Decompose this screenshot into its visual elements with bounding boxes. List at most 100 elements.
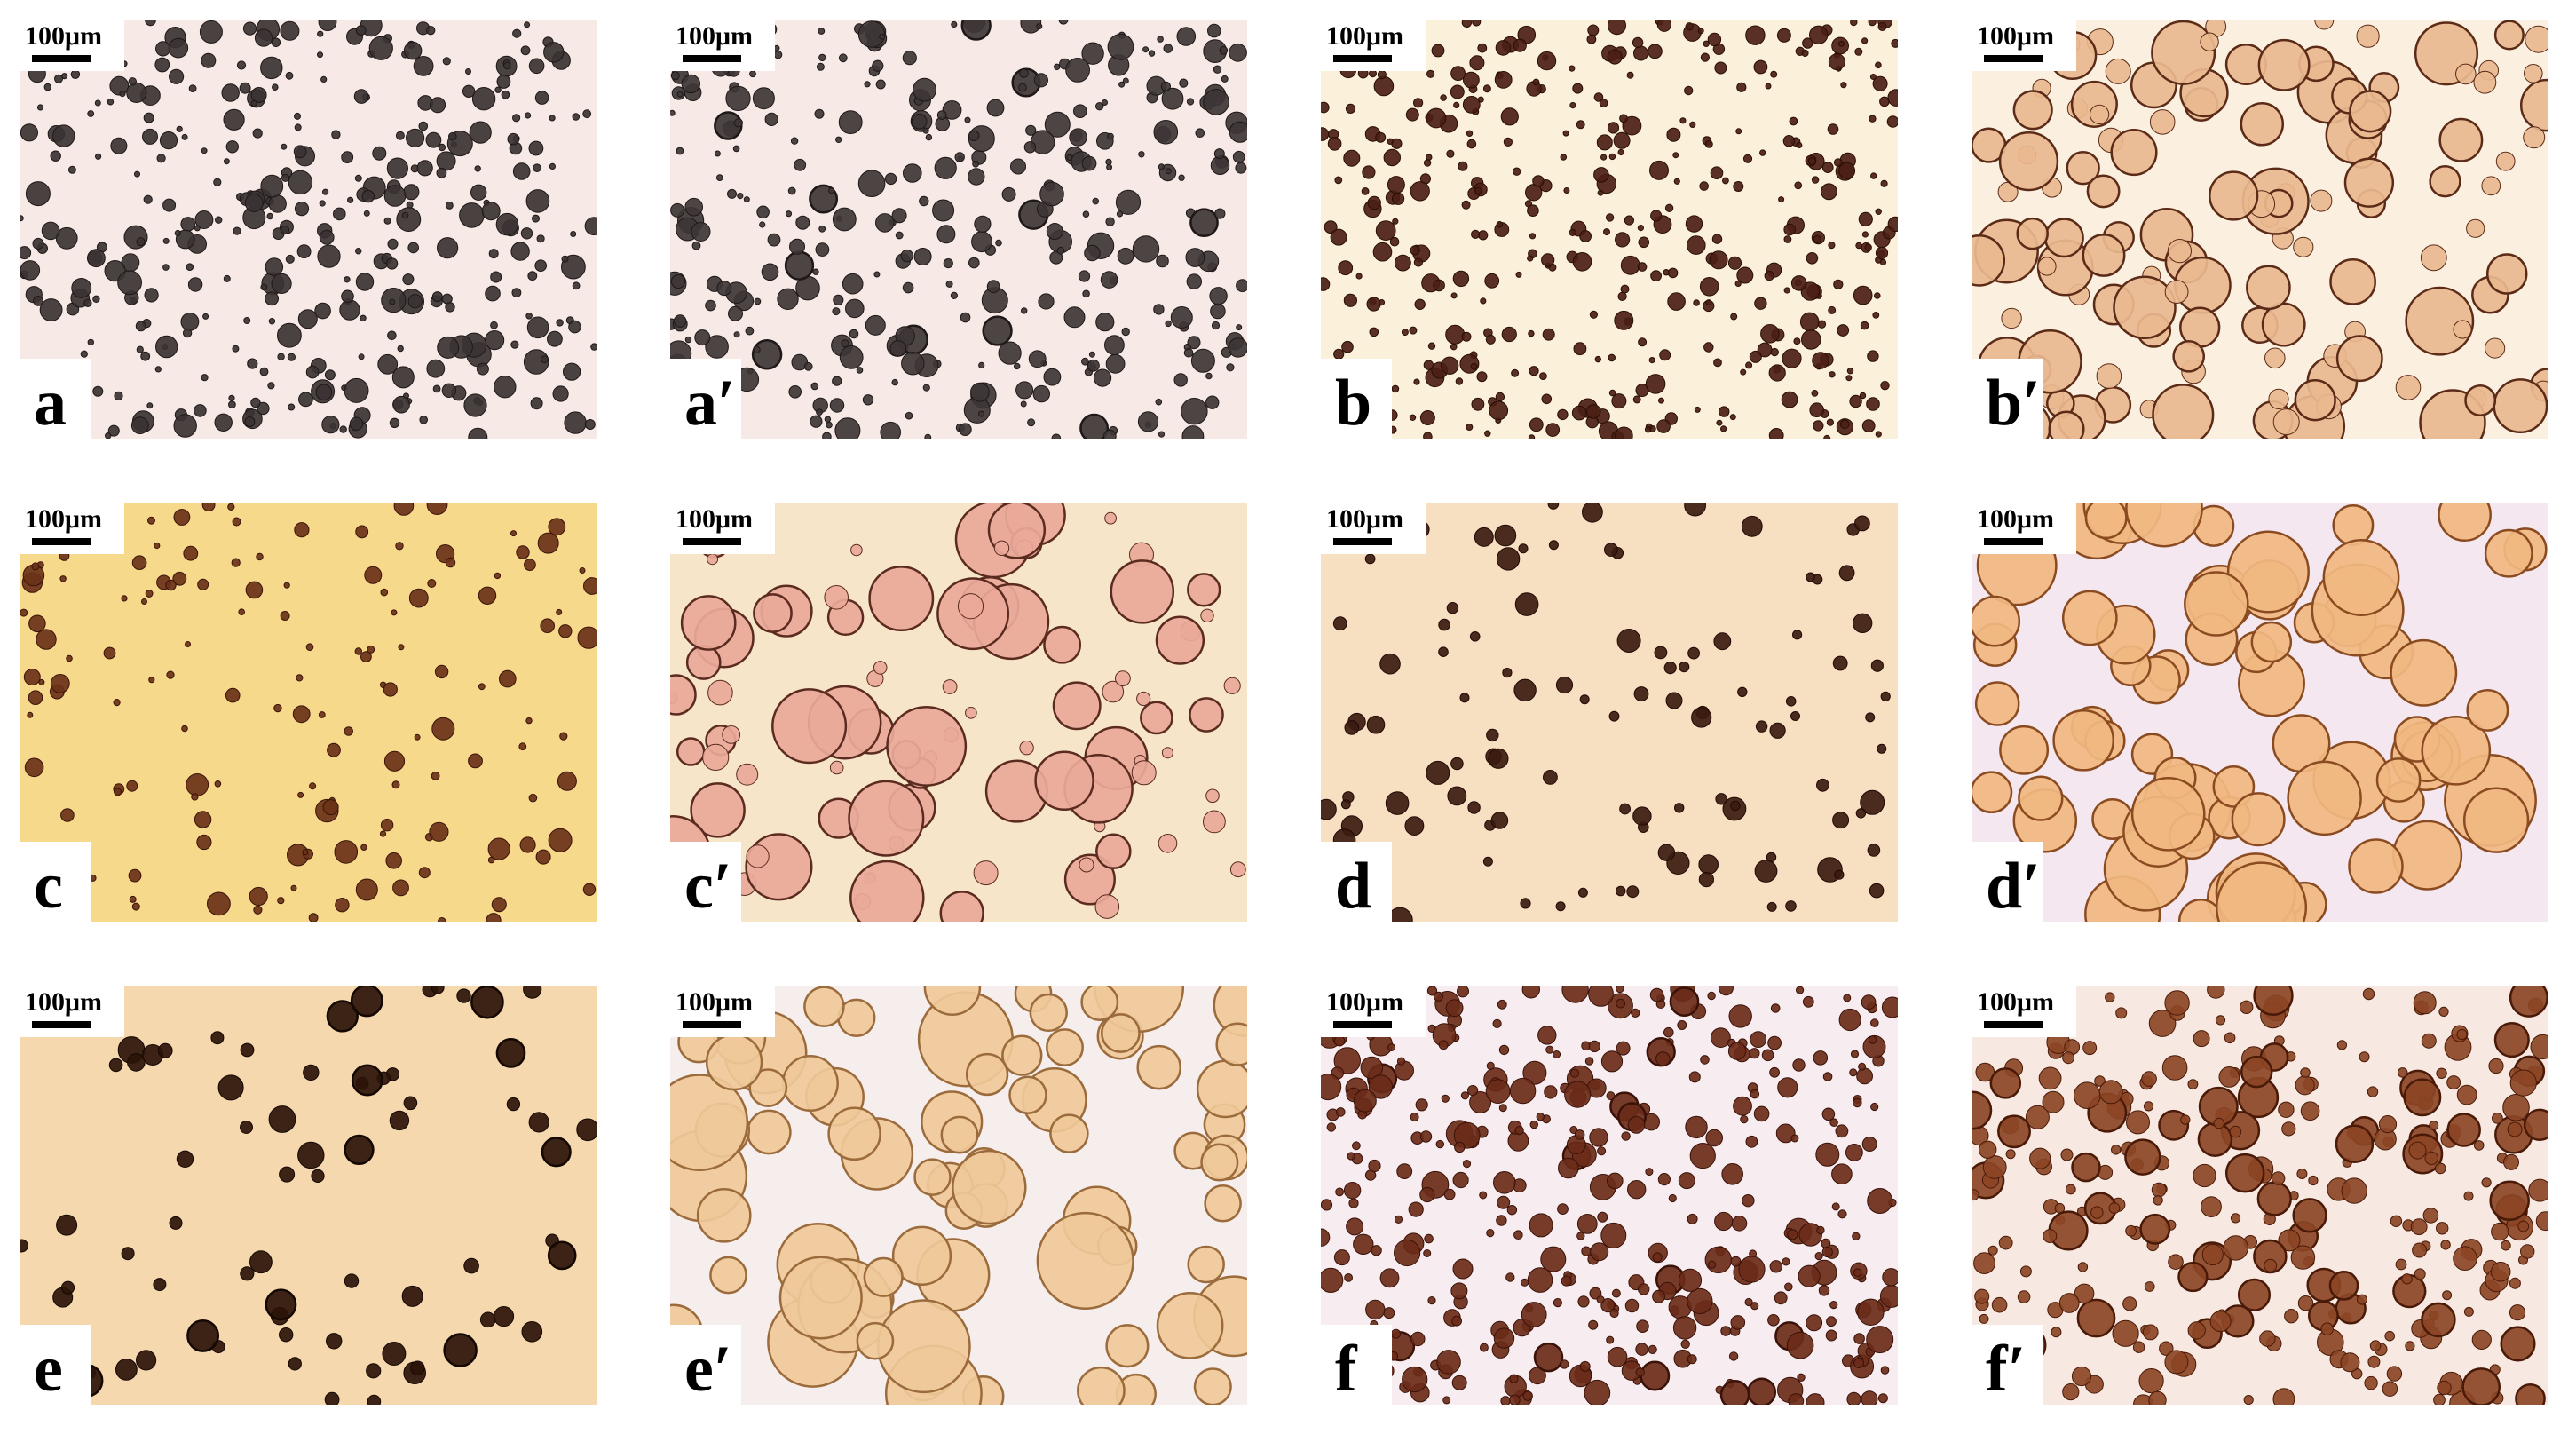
particle — [1176, 27, 1197, 46]
particle — [957, 593, 984, 620]
particle — [136, 345, 144, 353]
particle — [38, 678, 45, 685]
particle — [214, 780, 222, 788]
particle — [1073, 104, 1087, 118]
particle — [1788, 1393, 1805, 1405]
particle — [2410, 1218, 2428, 1236]
particle — [1423, 432, 1433, 439]
particle — [2058, 1293, 2080, 1313]
particle — [1153, 120, 1179, 145]
particle — [1226, 363, 1235, 372]
particle — [1025, 124, 1037, 136]
particle — [1734, 280, 1742, 287]
particle — [1887, 216, 1898, 233]
particle — [2420, 244, 2447, 272]
particle — [391, 366, 415, 389]
particle — [2412, 1242, 2428, 1258]
particle — [1764, 271, 1774, 281]
particle — [1703, 40, 1710, 47]
particle — [344, 276, 351, 283]
particle — [884, 172, 897, 186]
particle — [856, 1321, 895, 1360]
particle — [1038, 293, 1055, 310]
particle — [873, 271, 881, 278]
particle — [1223, 677, 1241, 694]
particle — [749, 70, 756, 78]
particle — [1850, 20, 1858, 27]
panel-label-box — [1321, 1325, 1392, 1405]
particle — [2340, 1352, 2360, 1373]
particle — [1604, 543, 1618, 557]
particle — [1587, 24, 1600, 36]
particle — [39, 298, 63, 321]
particle — [1461, 20, 1473, 28]
particle — [319, 200, 326, 207]
particle — [427, 579, 437, 588]
particle — [2164, 280, 2189, 305]
particle — [382, 1342, 407, 1366]
particle — [468, 753, 483, 769]
particle — [524, 21, 531, 28]
scale-bar — [32, 1021, 91, 1028]
particle — [2440, 1240, 2451, 1250]
particle — [2200, 32, 2219, 51]
particle — [279, 1166, 296, 1183]
particle — [922, 127, 929, 134]
particle — [265, 1288, 297, 1321]
particle — [395, 131, 405, 140]
particle — [1187, 336, 1201, 350]
particle — [1807, 157, 1816, 166]
particle — [582, 109, 592, 119]
particle — [309, 782, 317, 790]
particle — [2272, 1388, 2295, 1405]
particle — [1869, 115, 1877, 123]
particle — [2043, 1229, 2058, 1243]
particle — [590, 343, 597, 351]
particle — [1321, 798, 1337, 820]
particle — [523, 986, 542, 999]
particle — [1511, 368, 1520, 377]
particle — [1080, 986, 1119, 1021]
particle — [1200, 1143, 1239, 1182]
particle — [525, 112, 532, 119]
particle — [1343, 1182, 1362, 1200]
particle — [70, 69, 81, 79]
particle — [2215, 1015, 2226, 1026]
particle — [1501, 326, 1517, 343]
particle — [391, 780, 400, 789]
particle — [2113, 275, 2177, 340]
particle — [1209, 287, 1228, 305]
particle — [414, 733, 421, 741]
particle — [2017, 1290, 2031, 1303]
particle — [1635, 1367, 1645, 1377]
particle — [1387, 1043, 1396, 1051]
particle — [1477, 43, 1488, 53]
particle — [1106, 163, 1113, 170]
particle — [1738, 1256, 1766, 1283]
particle — [2229, 1125, 2242, 1138]
particle — [1736, 82, 1747, 92]
particle — [92, 385, 104, 397]
particle — [308, 913, 319, 922]
particle — [1869, 74, 1877, 80]
particle — [568, 320, 581, 334]
particle — [1821, 1246, 1833, 1258]
particle — [1852, 1232, 1861, 1240]
particle — [1783, 235, 1792, 243]
particle — [2484, 528, 2533, 578]
particle — [1383, 1307, 1395, 1319]
particle — [377, 353, 399, 375]
particle — [431, 986, 445, 994]
particle — [1461, 200, 1471, 210]
particle — [1544, 1085, 1558, 1099]
particle — [691, 222, 711, 242]
particle — [1790, 1134, 1799, 1143]
particle — [2231, 792, 2286, 847]
particle — [268, 194, 287, 213]
particle — [406, 128, 425, 147]
particle — [1656, 419, 1671, 433]
particle — [2062, 1051, 2075, 1065]
particle — [533, 163, 541, 172]
particle — [1624, 1298, 1640, 1313]
